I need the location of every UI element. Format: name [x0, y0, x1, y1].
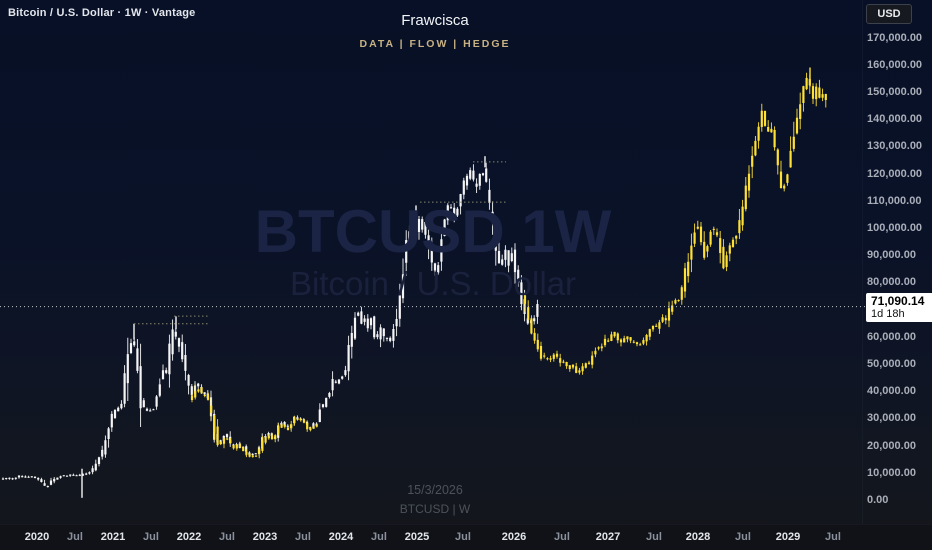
footer-symbol: BTCUSD | W [399, 502, 471, 516]
time-tick-year: 2026 [501, 531, 527, 543]
price-tick-label: 150,000.00 [867, 86, 923, 98]
actual-candles [1, 168, 539, 488]
price-tick-label: 140,000.00 [867, 113, 923, 126]
time-tick-month: Jul [554, 531, 570, 543]
price-tick-label: 10,000.00 [867, 466, 916, 479]
time-tick-year: 2029 [775, 531, 801, 543]
time-tick-year: 2023 [252, 531, 278, 543]
time-tick-month: Jul [646, 531, 662, 543]
price-tick-label: 30,000.00 [867, 412, 916, 425]
time-tick-year: 2028 [685, 531, 711, 543]
time-tick-year: 2027 [595, 531, 621, 543]
current-price-badge: 71,090.14 1d 18h [866, 292, 932, 322]
time-tick-year: 2024 [328, 531, 354, 543]
price-tick-label: 50,000.00 [867, 358, 916, 370]
price-tick-label: 20,000.00 [867, 439, 916, 452]
footer-date: 15/3/2026 [407, 483, 463, 497]
time-tick-year: 2025 [404, 531, 430, 543]
time-tick-month: Jul [219, 531, 235, 543]
time-tick-year: 2020 [24, 531, 50, 543]
time-tick-month: Jul [825, 531, 841, 543]
time-tick-month: Jul [143, 531, 159, 543]
price-tick-label: 0.00 [867, 494, 889, 506]
price-tick-label: 160,000.00 [867, 58, 923, 71]
page-tagline: DATA | FLOW | HEDGE [359, 38, 511, 50]
price-tick-label: 40,000.00 [867, 385, 916, 398]
footer-note: 15/3/2026 BTCUSD | W [400, 482, 470, 519]
price-tick-label: 120,000.00 [867, 167, 923, 180]
time-tick-month: Jul [295, 531, 311, 543]
price-scale[interactable]: 170,000.00 160,000.00 150,000.00 140,000.00… [862, 0, 932, 524]
time-tick-month: Jul [735, 531, 751, 543]
current-price-value: 71,090.14 [871, 293, 925, 308]
price-tick-label: 80,000.00 [867, 276, 916, 289]
price-tick-label: 170,000.00 [867, 31, 923, 44]
projection-candles [523, 77, 827, 373]
price-tick-label: 90,000.00 [867, 249, 916, 262]
currency-button[interactable]: USD [866, 4, 912, 24]
time-tick-month: Jul [67, 531, 83, 543]
time-tick-month: Jul [371, 531, 387, 543]
time-tick-year: 2022 [176, 531, 202, 543]
price-tick-label: 130,000.00 [867, 140, 923, 153]
page-title: Frawcisca [401, 12, 469, 29]
price-tick-label: 60,000.00 [867, 330, 916, 343]
time-scale[interactable]: 2020 Jul 2021 Jul 2022 Jul 2023 Jul 2024 Jul 2025 J… [0, 524, 932, 550]
symbol-info[interactable]: Bitcoin / U.S. Dollar · 1W · Vantage [8, 7, 196, 19]
price-countdown: 1d 18h [871, 307, 905, 320]
price-tick-label: 100,000.00 [867, 222, 923, 234]
price-tick-label: 110,000.00 [867, 194, 922, 207]
time-tick-month: Jul [455, 531, 471, 543]
time-tick-year: 2021 [100, 531, 126, 543]
projection-wicks [524, 72, 827, 375]
